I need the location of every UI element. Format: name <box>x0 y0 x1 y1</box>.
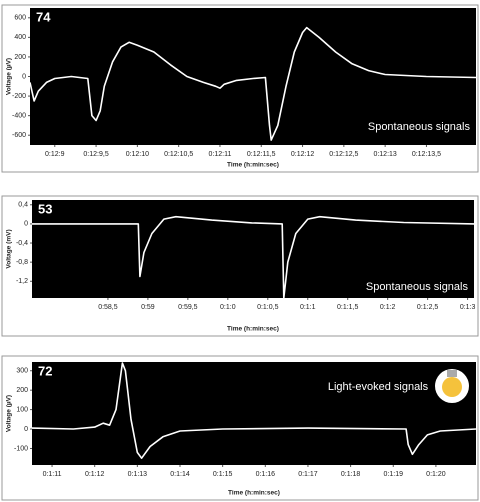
trace <box>32 215 475 299</box>
x-tick-label: 0:1:13 <box>128 471 148 478</box>
x-tick-label: 0:1:18 <box>341 471 361 478</box>
y-tick-label: 0 <box>22 73 26 80</box>
x-tick-label: 0:12:11 <box>209 151 232 158</box>
x-tick-label: 0:1:19 <box>384 471 404 478</box>
annotation: Light-evoked signals <box>328 381 429 393</box>
x-tick-label: 0:1:0,5 <box>257 304 279 311</box>
x-tick-label: 0:12:10,5 <box>164 151 193 158</box>
x-axis-label: Time (h:min:sec) <box>228 490 280 497</box>
y-tick-label: -400 <box>12 112 26 119</box>
y-tick-label: 0 <box>24 426 28 433</box>
x-tick-label: 0:12:9 <box>45 151 65 158</box>
y-axis-label: Voltage (µV) <box>6 58 13 95</box>
x-tick-label: 0:12:10 <box>126 151 149 158</box>
annotation: Spontaneous signals <box>366 281 469 293</box>
x-tick-label: 0:1:16 <box>256 471 276 478</box>
x-tick-label: 0:12:13,5 <box>412 151 441 158</box>
y-tick-label: 0,4 <box>18 202 28 209</box>
y-tick-label: -0,8 <box>16 259 28 266</box>
trace <box>31 362 477 460</box>
panel-label: 72 <box>38 363 52 378</box>
plot-area <box>32 362 476 465</box>
bulb-glass <box>442 377 462 397</box>
x-tick-label: 0:12:11,5 <box>247 151 276 158</box>
x-tick-label: 0:59,5 <box>178 304 198 311</box>
y-tick-label: 400 <box>14 34 26 41</box>
x-tick-label: 0:12:12 <box>291 151 314 158</box>
y-tick-label: 200 <box>16 387 28 394</box>
x-axis-label: Time (h:min:sec) <box>227 162 279 169</box>
y-tick-label: 0 <box>24 221 28 228</box>
x-tick-label: 0:1:2 <box>380 304 396 311</box>
x-tick-label: 0:1:2,5 <box>417 304 439 311</box>
trace <box>29 26 477 141</box>
y-tick-label: -600 <box>12 132 26 139</box>
y-tick-label: 300 <box>16 368 28 375</box>
x-tick-label: 0:1:17 <box>298 471 318 478</box>
x-tick-label: 0:1:20 <box>426 471 446 478</box>
bulb-base <box>447 370 457 377</box>
y-tick-label: -1,2 <box>16 278 28 285</box>
y-tick-label: 600 <box>14 15 26 22</box>
plot-area <box>32 200 474 298</box>
x-tick-label: 0:1:3 <box>460 304 476 311</box>
x-tick-label: 0:1:1 <box>300 304 316 311</box>
y-tick-label: -200 <box>12 93 26 100</box>
x-tick-label: 0:12:9,5 <box>83 151 108 158</box>
x-tick-label: 0:1:12 <box>85 471 105 478</box>
y-axis-label: Voltage (µV) <box>6 395 13 432</box>
y-axis-label: Voltage (mV) <box>6 229 13 268</box>
y-tick-label: -0,4 <box>16 240 28 247</box>
x-tick-label: 0:59 <box>141 304 155 311</box>
y-tick-label: -100 <box>14 445 28 452</box>
x-tick-label: 0:12:13 <box>373 151 396 158</box>
x-tick-label: 0:1:1,5 <box>337 304 359 311</box>
y-tick-label: 200 <box>14 54 26 61</box>
annotation: Spontaneous signals <box>368 121 471 133</box>
x-tick-label: 0:1:15 <box>213 471 233 478</box>
y-tick-label: 100 <box>16 406 28 413</box>
x-tick-label: 0:58,5 <box>98 304 118 311</box>
panel-label: 74 <box>36 9 51 24</box>
x-axis-label: Time (h:min:sec) <box>227 326 279 333</box>
x-tick-label: 0:1:11 <box>43 471 62 478</box>
panel-label: 53 <box>38 201 52 216</box>
x-tick-label: 0:1:0 <box>220 304 236 311</box>
x-tick-label: 0:12:12,5 <box>329 151 358 158</box>
plot-area <box>30 8 476 145</box>
x-tick-label: 0:1:14 <box>170 471 190 478</box>
